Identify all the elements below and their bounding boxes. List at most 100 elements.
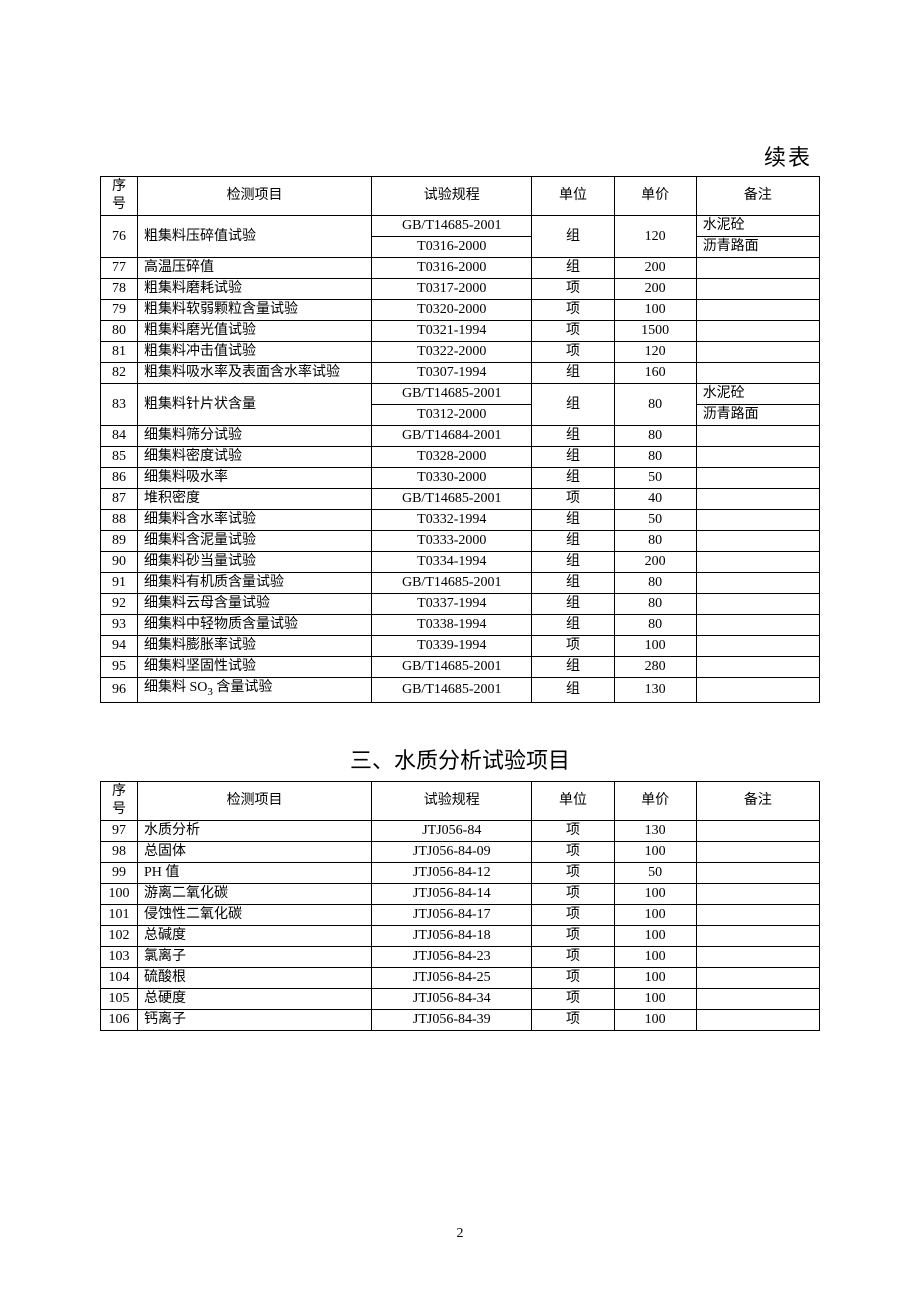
cell-remark xyxy=(696,967,819,988)
table-row: 80粗集料磨光值试验T0321-1994项1500 xyxy=(101,321,820,342)
col-header-5: 备注 xyxy=(696,781,819,820)
cell-unit: 项 xyxy=(532,862,614,883)
table-row: 100游离二氧化碳JTJ056-84-14项100 xyxy=(101,883,820,904)
cell-unit: 组 xyxy=(532,531,614,552)
cell-remark xyxy=(696,531,819,552)
table-row: 86细集料吸水率T0330-2000组50 xyxy=(101,468,820,489)
col-header-3: 单位 xyxy=(532,177,614,216)
cell-price: 100 xyxy=(614,967,696,988)
cell-remark xyxy=(696,510,819,531)
table-row: 97水质分析JTJ056-84项130 xyxy=(101,820,820,841)
cell-unit: 组 xyxy=(532,615,614,636)
cell-price: 80 xyxy=(614,531,696,552)
cell-remark xyxy=(696,820,819,841)
cell-item: 总碱度 xyxy=(137,925,371,946)
table-row: 81粗集料冲击值试验T0322-2000项120 xyxy=(101,342,820,363)
cell-std: T0337-1994 xyxy=(372,594,532,615)
cell-std: JTJ056-84 xyxy=(372,820,532,841)
cell-unit: 组 xyxy=(532,363,614,384)
cell-std: JTJ056-84-17 xyxy=(372,904,532,925)
cell-price: 100 xyxy=(614,988,696,1009)
cell-item: 总硬度 xyxy=(137,988,371,1009)
cell-std: T0322-2000 xyxy=(372,342,532,363)
table-row: 94细集料膨胀率试验T0339-1994项100 xyxy=(101,636,820,657)
cell-seq: 92 xyxy=(101,594,138,615)
cell-item: 细集料云母含量试验 xyxy=(137,594,371,615)
cell-unit: 组 xyxy=(532,426,614,447)
cell-unit: 组 xyxy=(532,447,614,468)
cell-item: 细集料含泥量试验 xyxy=(137,531,371,552)
cell-std: JTJ056-84-09 xyxy=(372,841,532,862)
cell-price: 160 xyxy=(614,363,696,384)
cell-std: T0332-1994 xyxy=(372,510,532,531)
cell-item: 细集料砂当量试验 xyxy=(137,552,371,573)
cell-unit: 项 xyxy=(532,904,614,925)
cell-std: JTJ056-84-39 xyxy=(372,1009,532,1030)
cell-price: 50 xyxy=(614,510,696,531)
cell-remark xyxy=(696,279,819,300)
table-row: 92细集料云母含量试验T0337-1994组80 xyxy=(101,594,820,615)
table-1: 序号检测项目试验规程单位单价备注 76粗集料压碎值试验GB/T14685-200… xyxy=(100,176,820,703)
cell-seq: 103 xyxy=(101,946,138,967)
cell-unit: 项 xyxy=(532,967,614,988)
cell-std: GB/T14685-2001 xyxy=(372,216,532,237)
cell-price: 80 xyxy=(614,426,696,447)
cell-std: JTJ056-84-12 xyxy=(372,862,532,883)
table-row: 77高温压碎值T0316-2000组200 xyxy=(101,258,820,279)
cell-seq: 86 xyxy=(101,468,138,489)
table-row: 95细集料坚固性试验GB/T14685-2001组280 xyxy=(101,657,820,678)
cell-price: 50 xyxy=(614,468,696,489)
cell-item: 粗集料针片状含量 xyxy=(137,384,371,426)
cell-remark xyxy=(696,615,819,636)
cell-item: 细集料中轻物质含量试验 xyxy=(137,615,371,636)
cell-unit: 组 xyxy=(532,594,614,615)
cell-remark xyxy=(696,678,819,703)
cell-unit: 组 xyxy=(532,573,614,594)
cell-seq: 90 xyxy=(101,552,138,573)
table-row: 87堆积密度GB/T14685-2001项40 xyxy=(101,489,820,510)
cell-seq: 84 xyxy=(101,426,138,447)
cell-price: 100 xyxy=(614,883,696,904)
cell-unit: 组 xyxy=(532,657,614,678)
table-row: 105总硬度JTJ056-84-34项100 xyxy=(101,988,820,1009)
table-row: 96细集料 SO3 含量试验GB/T14685-2001组130 xyxy=(101,678,820,703)
cell-item: 细集料有机质含量试验 xyxy=(137,573,371,594)
cell-seq: 77 xyxy=(101,258,138,279)
table-row: 101侵蚀性二氧化碳JTJ056-84-17项100 xyxy=(101,904,820,925)
table-row: 98总固体JTJ056-84-09项100 xyxy=(101,841,820,862)
cell-price: 130 xyxy=(614,820,696,841)
cell-seq: 87 xyxy=(101,489,138,510)
cell-remark xyxy=(696,468,819,489)
cell-item: 细集料坚固性试验 xyxy=(137,657,371,678)
cell-item: 水质分析 xyxy=(137,820,371,841)
cell-unit: 组 xyxy=(532,552,614,573)
cell-remark xyxy=(696,594,819,615)
cell-remark: 水泥砼 xyxy=(696,216,819,237)
cell-std: JTJ056-84-34 xyxy=(372,988,532,1009)
cell-unit: 项 xyxy=(532,883,614,904)
cell-seq: 94 xyxy=(101,636,138,657)
cell-remark xyxy=(696,552,819,573)
cell-remark xyxy=(696,988,819,1009)
cell-price: 1500 xyxy=(614,321,696,342)
cell-remark xyxy=(696,573,819,594)
cell-remark xyxy=(696,1009,819,1030)
cell-seq: 104 xyxy=(101,967,138,988)
cell-price: 80 xyxy=(614,573,696,594)
cell-remark: 水泥砼 xyxy=(696,384,819,405)
cell-item: 细集料吸水率 xyxy=(137,468,371,489)
cell-unit: 项 xyxy=(532,1009,614,1030)
cell-std: GB/T14684-2001 xyxy=(372,426,532,447)
cell-seq: 93 xyxy=(101,615,138,636)
col-header-1: 检测项目 xyxy=(137,781,371,820)
cell-seq: 101 xyxy=(101,904,138,925)
cell-item: 堆积密度 xyxy=(137,489,371,510)
cell-remark xyxy=(696,342,819,363)
cell-unit: 项 xyxy=(532,636,614,657)
cell-std: T0317-2000 xyxy=(372,279,532,300)
cell-std: T0320-2000 xyxy=(372,300,532,321)
table-1-body: 76粗集料压碎值试验GB/T14685-2001组120水泥砼T0316-200… xyxy=(101,216,820,703)
cell-item: 粗集料磨光值试验 xyxy=(137,321,371,342)
cell-price: 80 xyxy=(614,594,696,615)
cell-seq: 83 xyxy=(101,384,138,426)
